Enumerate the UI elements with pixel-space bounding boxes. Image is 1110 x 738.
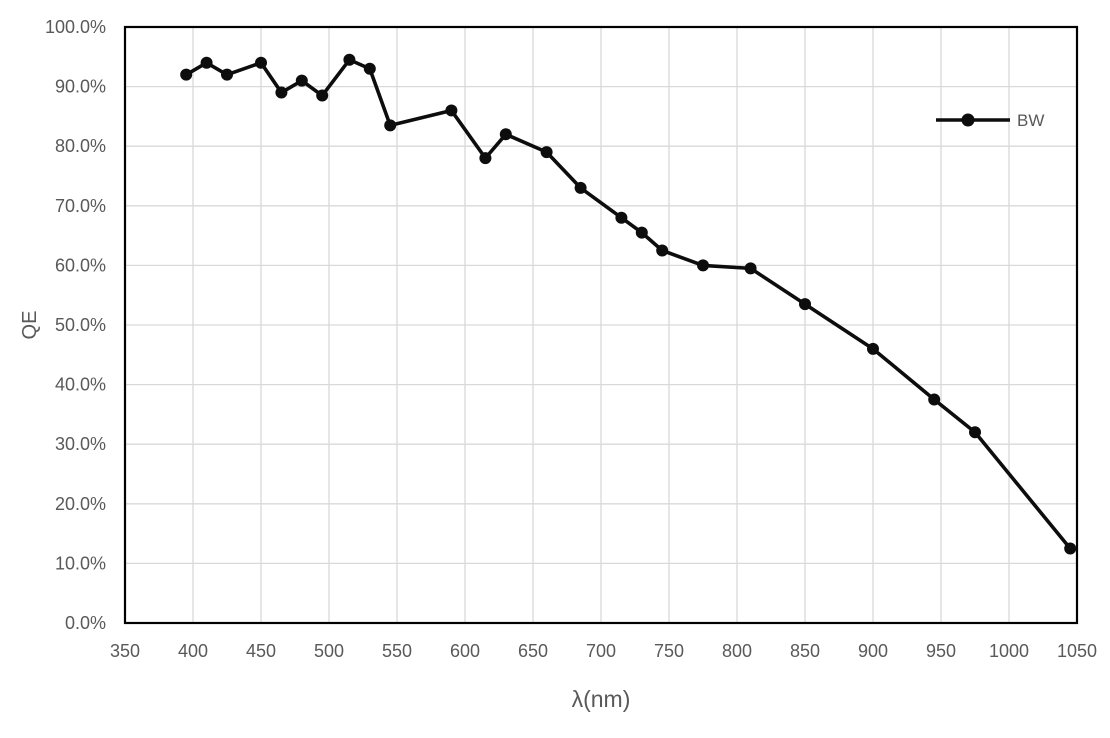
x-tick-label: 850 [790, 641, 820, 661]
x-tick-label: 600 [450, 641, 480, 661]
x-tick-label: 950 [926, 641, 956, 661]
y-axis-title: QE [19, 311, 41, 340]
data-point-marker [635, 226, 648, 239]
legend-marker-dot [961, 113, 975, 127]
data-point-marker [316, 89, 329, 102]
y-tick-label: 0.0% [65, 613, 106, 633]
data-point-marker [574, 181, 587, 194]
data-point-marker [200, 56, 213, 69]
data-point-marker [799, 298, 811, 311]
gridlines-layer [125, 27, 1077, 623]
x-tick-label: 700 [586, 641, 616, 661]
y-tick-label: 90.0% [55, 77, 106, 97]
plot-area-border [123, 25, 1079, 625]
x-tick-label: 500 [314, 641, 344, 661]
data-point-marker [969, 426, 981, 439]
data-point-marker [615, 211, 628, 224]
data-point-marker [255, 56, 267, 69]
data-point-marker [656, 244, 669, 257]
y-tick-label: 20.0% [55, 494, 106, 514]
x-tick-label: 450 [246, 641, 276, 661]
data-point-marker [384, 119, 397, 132]
y-tick-label: 70.0% [55, 196, 106, 216]
data-point-marker [295, 74, 308, 87]
series-layer [180, 53, 1077, 555]
data-point-marker [275, 86, 288, 99]
data-point-marker [928, 393, 941, 406]
x-tick-label: 400 [178, 641, 208, 661]
x-tick-label: 650 [518, 641, 548, 661]
data-point-marker [180, 68, 193, 81]
series-line-BW [184, 57, 1072, 551]
data-point-marker [744, 262, 757, 275]
x-tick-label: 1050 [1057, 641, 1097, 661]
x-tick-label: 350 [110, 641, 140, 661]
data-point-marker [697, 259, 709, 272]
data-point-marker [1064, 542, 1077, 555]
y-tick-label: 10.0% [55, 553, 106, 573]
y-tick-label: 100.0% [45, 17, 106, 37]
legend-series-label: BW [1017, 111, 1044, 130]
data-point-marker [343, 53, 356, 66]
y-tick-label: 30.0% [55, 434, 106, 454]
data-point-marker [867, 342, 879, 355]
x-tick-label: 1000 [989, 641, 1029, 661]
legend: BW [936, 111, 1044, 130]
data-point-marker [499, 128, 512, 141]
data-point-marker [479, 152, 492, 165]
x-tick-label: 800 [722, 641, 752, 661]
y-tick-label: 50.0% [55, 315, 106, 335]
y-axis-tick-labels: 0.0% 10.0% 20.0% 30.0% 40.0% 50.0% 60.0% 70.0% 8… [45, 17, 106, 633]
y-tick-label: 40.0% [55, 375, 106, 395]
x-axis-title: λ(nm) [572, 686, 631, 712]
x-tick-label: 550 [382, 641, 412, 661]
x-tick-label: 900 [858, 641, 888, 661]
x-axis-tick-labels: 350 400 450 500 550 600 650 700 750 800 850 900 950 1… [110, 641, 1097, 661]
y-tick-label: 80.0% [55, 136, 106, 156]
data-point-marker [445, 104, 458, 117]
y-tick-label: 60.0% [55, 255, 106, 275]
data-point-marker [363, 62, 376, 75]
x-tick-label: 750 [654, 641, 684, 661]
data-point-marker [540, 146, 553, 159]
data-point-marker [221, 68, 233, 81]
